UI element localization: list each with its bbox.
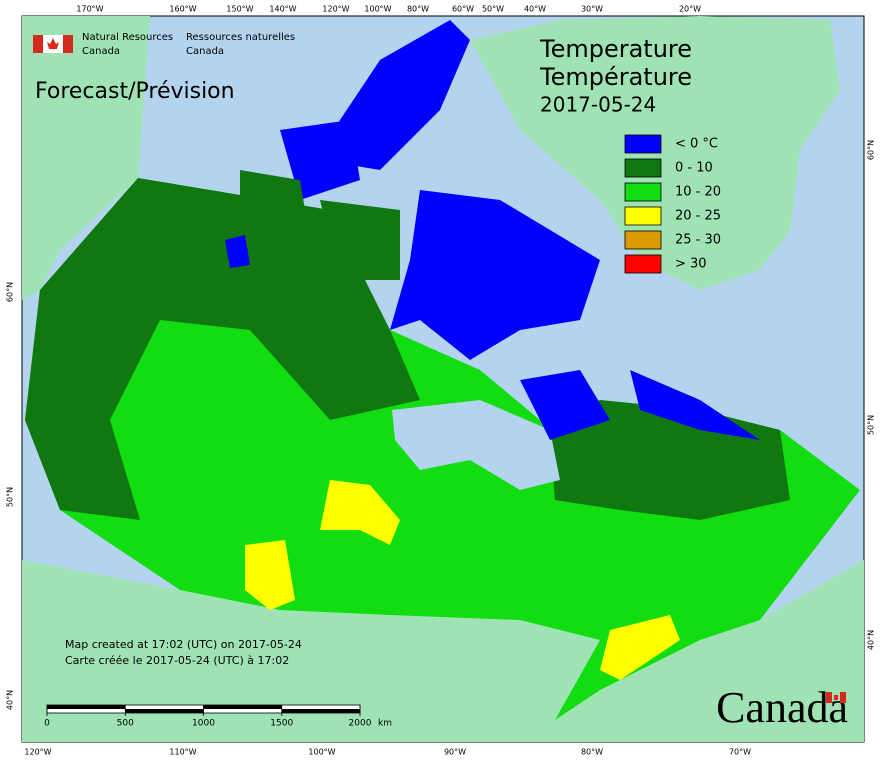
title: Temperature: [539, 35, 692, 63]
canada: [25, 20, 860, 720]
island: [520, 370, 610, 440]
flag-bar: [840, 692, 846, 703]
legend-label: 20 - 25: [675, 209, 721, 224]
arctic-islands-green: [240, 170, 400, 280]
scale-unit: km: [378, 719, 392, 729]
legend-label: 25 - 30: [675, 233, 721, 248]
island: [390, 190, 600, 360]
graticule-label: 100°W: [364, 5, 391, 14]
scale-segment: [281, 709, 360, 713]
scale-segment: [203, 705, 282, 709]
wordmark: Canada: [716, 683, 848, 732]
island: [320, 20, 470, 170]
graticule-label: 40°N: [6, 690, 15, 710]
graticule-label: 30°W: [581, 5, 603, 14]
graticule-label: 40°W: [524, 5, 546, 14]
graticule-label: 120°W: [24, 748, 51, 757]
flag-leaf: [834, 695, 838, 700]
graticule-label: 170°W: [76, 5, 103, 14]
flag: [33, 35, 73, 53]
warm-zone: [320, 480, 400, 545]
flag-leaf: [47, 38, 59, 49]
agency-fr: Ressources naturelles: [186, 32, 295, 43]
island: [320, 200, 400, 280]
island: [225, 235, 250, 268]
graticule-label: 60°N: [867, 140, 876, 160]
agency-en: Canada: [82, 46, 120, 57]
flag-bar: [33, 35, 43, 53]
legend-swatch: [624, 182, 662, 202]
wordmark-flag: [826, 692, 846, 703]
graticule-label: 80°W: [407, 5, 429, 14]
legend-swatch: [624, 230, 662, 250]
credit: Map created at 17:02 (UTC) on 2017-05-24: [65, 638, 302, 651]
scale-label: 1000: [192, 719, 215, 729]
legend-swatch: [624, 134, 662, 154]
legend-swatch: [624, 206, 662, 226]
date: 2017-05-24: [540, 93, 656, 117]
graticule-label: 50°N: [6, 487, 15, 507]
graticule-label: 60°W: [452, 5, 474, 14]
scale-label: 1500: [270, 719, 293, 729]
legend-label: 0 - 10: [675, 161, 713, 176]
graticule-label: 40°N: [867, 630, 876, 650]
alaska: [22, 16, 150, 300]
graticule-label: 50°N: [867, 415, 876, 435]
graticule-label: 50°W: [482, 5, 504, 14]
flag-bar: [826, 692, 832, 703]
legend-label: > 30: [675, 257, 707, 272]
flag-bar: [63, 35, 73, 53]
scale-label: 500: [117, 719, 134, 729]
graticule-label: 140°W: [269, 5, 296, 14]
legend-swatch: [624, 254, 662, 274]
graticule-label: 90°W: [444, 748, 466, 757]
warm-zone: [245, 540, 295, 610]
title: Température: [539, 63, 692, 91]
graticule-label: 60°N: [6, 282, 15, 302]
graticule-label: 120°W: [322, 5, 349, 14]
agency-en: Natural Resources: [82, 32, 173, 43]
north-zone: [25, 178, 420, 520]
legend-label: 10 - 20: [675, 185, 721, 200]
graticule-label: 100°W: [308, 748, 335, 757]
usa: [22, 560, 864, 742]
island: [630, 370, 760, 440]
subtitle: Forecast/Prévision: [35, 79, 235, 104]
graticule-label: 160°W: [169, 5, 196, 14]
warm-zone: [600, 615, 680, 680]
graticule-label: 20°W: [679, 5, 701, 14]
credit: Carte créée le 2017-05-24 (UTC) à 17:02: [65, 654, 289, 667]
graticule-label: 110°W: [169, 748, 196, 757]
legend-label: < 0 °C: [675, 137, 718, 152]
graticule-label: 80°W: [581, 748, 603, 757]
graticule-label: 70°W: [729, 748, 751, 757]
scale-label: 0: [44, 719, 50, 729]
scale-segment: [125, 709, 204, 713]
hudson-bay: [392, 400, 560, 490]
legend-swatch: [624, 158, 662, 178]
agency-fr: Canada: [186, 46, 224, 57]
scale-label: 2000: [349, 719, 372, 729]
graticule-label: 150°W: [226, 5, 253, 14]
scale-segment: [47, 705, 126, 709]
island: [240, 170, 310, 260]
